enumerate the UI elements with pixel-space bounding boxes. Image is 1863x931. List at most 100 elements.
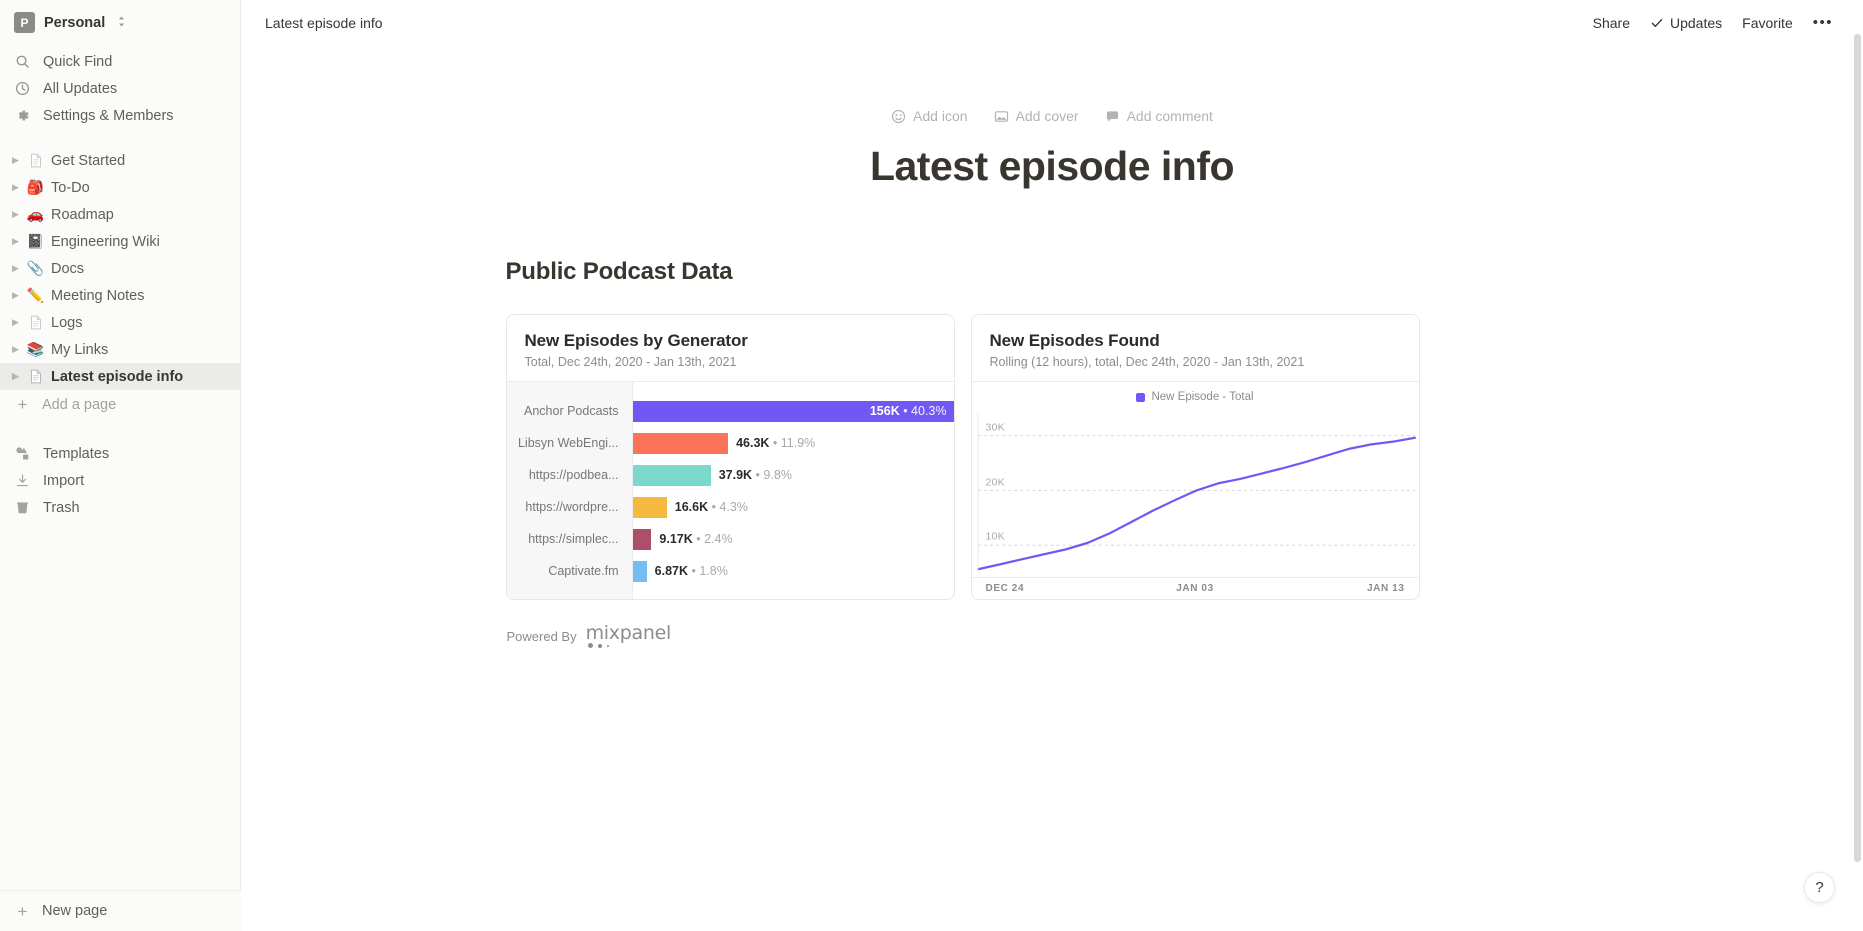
mixpanel-logo: mixpanel [585,622,672,649]
bar-category-axis: Anchor Podcasts Libsyn WebEngi... https://… [506,382,633,600]
sidebar-item-label: Quick Find [43,53,113,70]
bar-row[interactable]: 6.87K • 1.8% [632,555,954,587]
chevron-right-icon[interactable]: ▶ [12,155,19,165]
sidebar-page-label: Get Started [51,152,126,169]
main-content: Latest episode info Share Updates Favori… [241,0,1863,931]
chevron-right-icon[interactable]: ▶ [12,344,19,354]
sidebar-page-meeting-notes[interactable]: ▶ ✏️ Meeting Notes [0,282,240,309]
x-axis: DEC 24 JAN 03 JAN 13 [971,577,1419,599]
bar-category-label: Captivate.fm [548,564,619,579]
add-comment-label: Add comment [1126,108,1213,124]
sidebar-page-roadmap[interactable]: ▶ 🚗 Roadmap [0,201,240,228]
sidebar-page-engineering-wiki[interactable]: ▶ 📓 Engineering Wiki [0,228,240,255]
sidebar-page-list: ▶ Get Started ▶ 🎒 To-Do ▶ 🚗 Roadm [0,147,240,418]
help-button[interactable]: ? [1804,872,1835,903]
add-a-page-button[interactable]: + Add a page [0,391,240,418]
bar-row[interactable]: 16.6K • 4.3% [632,491,954,523]
sidebar-item-quick-find[interactable]: Quick Find [0,48,240,75]
document-body: Add icon Add cover [241,45,1863,649]
sidebar-page-get-started[interactable]: ▶ Get Started [0,147,240,174]
backpack-emoji-icon: 🎒 [26,179,45,195]
sidebar-page-my-links[interactable]: ▶ 📚 My Links [0,336,240,363]
add-cover-button[interactable]: Add cover [990,105,1083,127]
sidebar-page-latest-episode-info[interactable]: ▶ Latest episode info [0,363,240,390]
chevron-right-icon[interactable]: ▶ [12,182,19,192]
add-comment-button[interactable]: Add comment [1101,105,1217,127]
bar-row[interactable]: 156K • 40.3% [632,395,954,427]
page-title[interactable]: Latest episode info [869,143,1235,189]
more-options-button[interactable]: ••• [1805,11,1841,34]
ellipsis-icon: ••• [1812,14,1833,31]
add-icon-button[interactable]: Add icon [887,105,971,127]
y-axis-tick-label: 20K [985,476,1005,489]
bar-fill[interactable] [632,464,711,486]
scrollbar-thumb[interactable] [1854,34,1861,862]
chevron-right-icon[interactable]: ▶ [12,263,19,273]
powered-by-label: Powered By [506,629,577,645]
scrollbar-track[interactable] [1852,0,1863,931]
chart-card-new-episodes-by-generator[interactable]: New Episodes by Generator Total, Dec 24t… [505,314,955,601]
bar-chart-body: Anchor Podcasts Libsyn WebEngi... https://… [506,381,954,600]
sidebar-item-templates[interactable]: Templates [0,440,240,467]
powered-by-mixpanel[interactable]: Powered By mixpanel [506,622,1600,649]
bar-value-label: 156K • 40.3% [869,404,947,419]
sidebar-page-docs[interactable]: ▶ 📎 Docs [0,255,240,282]
section-heading[interactable]: Public Podcast Data [505,258,733,286]
chart-title: New Episodes Found [989,331,1160,351]
workspace-name: Personal [44,14,106,31]
bar-fill[interactable] [632,528,652,550]
document-icon [26,153,45,168]
updates-button[interactable]: Updates [1642,11,1730,35]
bar-row[interactable]: 46.3K • 11.9% [632,427,954,459]
y-axis-tick-label: 30K [985,421,1005,434]
sidebar-page-logs[interactable]: ▶ Logs [0,309,240,336]
favorite-button[interactable]: Favorite [1742,14,1793,31]
comment-icon [1105,109,1120,124]
pencil-emoji-icon: ✏️ [26,287,45,303]
smiley-icon [891,109,906,124]
bar-fill[interactable] [632,496,667,518]
chart-card-new-episodes-found[interactable]: New Episodes Found Rolling (12 hours), t… [970,314,1420,601]
chevron-right-icon[interactable]: ▶ [12,209,19,219]
new-page-button[interactable]: + New page [0,891,241,931]
chevron-right-icon[interactable]: ▶ [12,236,19,246]
sidebar-item-label: Trash [43,499,80,516]
sidebar-item-settings-members[interactable]: Settings & Members [0,102,240,129]
chart-legend[interactable]: New Episode - Total [972,382,1419,403]
sidebar-item-trash[interactable]: Trash [0,494,240,521]
chevron-right-icon[interactable]: ▶ [12,371,19,381]
trash-icon [14,499,31,516]
sidebar-page-label: My Links [51,341,109,358]
bar-value-label: 16.6K • 4.3% [674,500,748,515]
sidebar-item-label: Templates [43,445,110,462]
bar-row[interactable]: 9.17K • 2.4% [632,523,954,555]
sidebar-item-label: All Updates [43,80,118,97]
bar-category-label: https://wordpre... [525,500,619,515]
document-icon [26,315,45,330]
bar-category-label: https://podbea... [528,468,619,483]
workspace-switcher[interactable]: P Personal [0,0,240,45]
bar-fill[interactable]: 156K • 40.3% [632,400,954,422]
bar-fill[interactable] [632,560,647,582]
chevron-right-icon[interactable]: ▶ [12,317,19,327]
top-bar: Latest episode info Share Updates Favori… [241,0,1863,45]
bar-category-label: Anchor Podcasts [524,404,619,419]
notebook-emoji-icon: 📓 [26,233,45,249]
breadcrumb[interactable]: Latest episode info [265,14,383,31]
bar-row[interactable]: 37.9K • 9.8% [632,459,954,491]
mixpanel-wordmark: mixpanel [585,622,672,645]
bar-category-label: https://simplec... [528,532,619,547]
sidebar-item-all-updates[interactable]: All Updates [0,75,240,102]
chevron-right-icon[interactable]: ▶ [12,290,19,300]
sidebar-item-label: Settings & Members [43,107,174,124]
gear-icon [14,107,31,124]
import-icon [14,472,31,489]
search-icon [14,53,31,70]
chart-subtitle: Total, Dec 24th, 2020 - Jan 13th, 2021 [524,355,737,370]
sidebar-item-import[interactable]: Import [0,467,240,494]
chevron-updown-icon [117,15,126,31]
bar-fill[interactable] [632,432,729,454]
sidebar-page-to-do[interactable]: ▶ 🎒 To-Do [0,174,240,201]
books-emoji-icon: 📚 [26,341,45,357]
share-button[interactable]: Share [1592,14,1630,31]
